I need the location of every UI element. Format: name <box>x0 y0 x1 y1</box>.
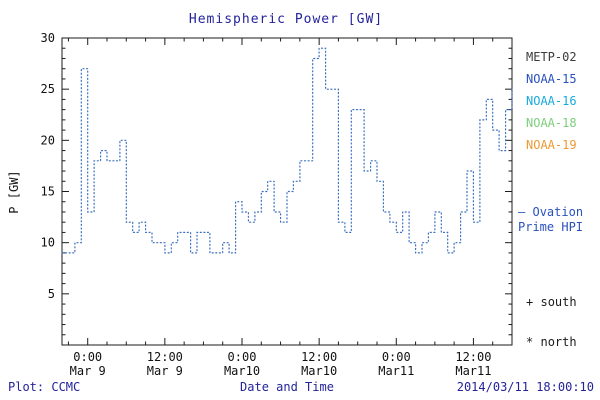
x-tick-time-label: 0:00 <box>228 350 257 364</box>
y-tick-label: 30 <box>41 31 55 45</box>
legend-item: NOAA-18 <box>526 116 577 130</box>
plot-frame <box>61 37 513 346</box>
x-tick-date-label: Mar 9 <box>147 364 183 378</box>
line-style-dash: — <box>518 205 526 219</box>
legend-marker-north: * north <box>526 335 577 349</box>
timestamp: 2014/03/11 18:00:10 <box>456 380 594 394</box>
series-name-line1: Ovation <box>532 205 584 219</box>
y-tick-label: 10 <box>41 236 55 250</box>
x-tick-time-label: 12:00 <box>147 350 183 364</box>
legend-item: NOAA-15 <box>526 72 577 86</box>
y-tick-label: 20 <box>41 133 55 147</box>
x-tick-time-label: 12:00 <box>301 350 337 364</box>
x-tick-time-label: 0:00 <box>73 350 102 364</box>
legend-item: NOAA-19 <box>526 138 577 152</box>
x-tick-time-label: 12:00 <box>455 350 491 364</box>
legend: METP-02 NOAA-15 NOAA-16 NOAA-18 NOAA-19 <box>526 46 577 156</box>
north-label: north <box>540 335 577 349</box>
south-label: south <box>540 295 577 309</box>
legend-ovation: — Ovation Prime HPI <box>518 205 583 235</box>
x-tick-date-label: Mar10 <box>301 364 337 378</box>
chart-title: Hemispheric Power [GW] <box>188 12 384 27</box>
x-tick-date-label: Mar10 <box>224 364 260 378</box>
y-tick-label: 5 <box>48 287 55 301</box>
x-tick-date-label: Mar11 <box>378 364 414 378</box>
legend-marker-south: + south <box>526 295 577 309</box>
plot-credit: Plot: CCMC <box>8 380 81 394</box>
south-symbol: + <box>526 295 534 309</box>
y-tick-label: 15 <box>41 185 55 199</box>
y-tick-label: 25 <box>41 82 55 96</box>
x-tick-date-label: Mar11 <box>455 364 491 378</box>
series-name-line2: Prime HPI <box>518 220 584 234</box>
x-tick-date-label: Mar 9 <box>70 364 106 378</box>
legend-item: METP-02 <box>526 50 577 64</box>
north-symbol: * <box>526 335 534 349</box>
hpi-series-line <box>61 47 513 254</box>
legend-item: NOAA-16 <box>526 94 577 108</box>
x-tick-time-label: 0:00 <box>382 350 411 364</box>
x-axis-label: Date and Time <box>240 380 334 394</box>
